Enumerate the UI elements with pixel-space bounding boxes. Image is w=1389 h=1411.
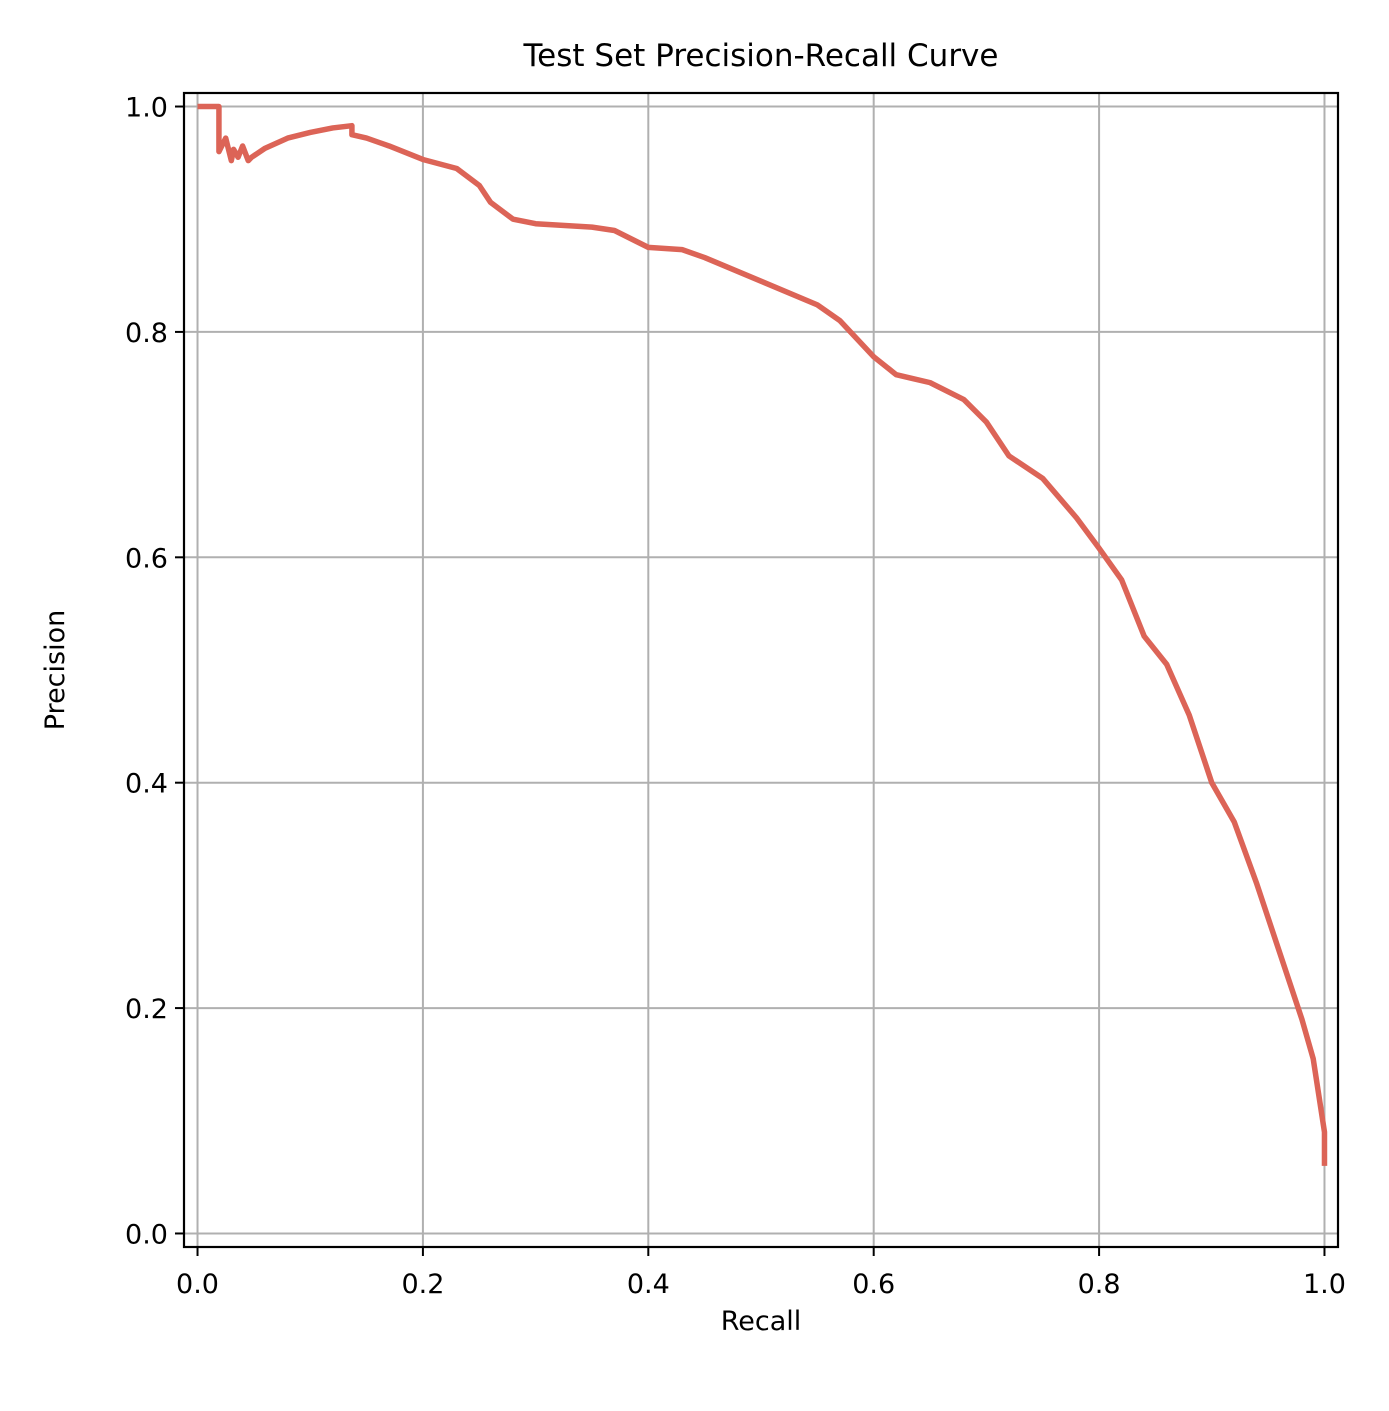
series-layer [197, 103, 1328, 1166]
x-tick-label: 0.8 [1078, 1269, 1121, 1300]
y-tick-label: 0.6 [125, 543, 168, 574]
y-axis-label: Precision [40, 610, 71, 730]
y-tick-label: 1.0 [125, 93, 168, 124]
y-tick-label: 0.8 [125, 318, 168, 349]
x-tick-label: 0.6 [852, 1269, 895, 1300]
precision-recall-curve [197, 103, 1328, 1166]
chart-title: Test Set Precision-Recall Curve [523, 38, 999, 74]
x-tick-label: 0.4 [627, 1269, 670, 1300]
x-tick-label: 0.0 [176, 1269, 219, 1300]
y-tick-label: 0.4 [125, 769, 168, 800]
axis-ticks: 0.0 0.2 0.4 0.6 0.8 1.0 0.0 0.2 0.4 0.6 0.8 1.0 [125, 93, 1346, 1300]
x-tick-label: 1.0 [1303, 1269, 1346, 1300]
plot-area-frame [182, 91, 1340, 1249]
y-tick-label: 0.2 [125, 994, 168, 1025]
grid-lines [184, 93, 1338, 1247]
y-tick-label: 0.0 [125, 1219, 168, 1250]
x-tick-label: 0.2 [401, 1269, 444, 1300]
x-axis-label: Recall [721, 1306, 802, 1337]
